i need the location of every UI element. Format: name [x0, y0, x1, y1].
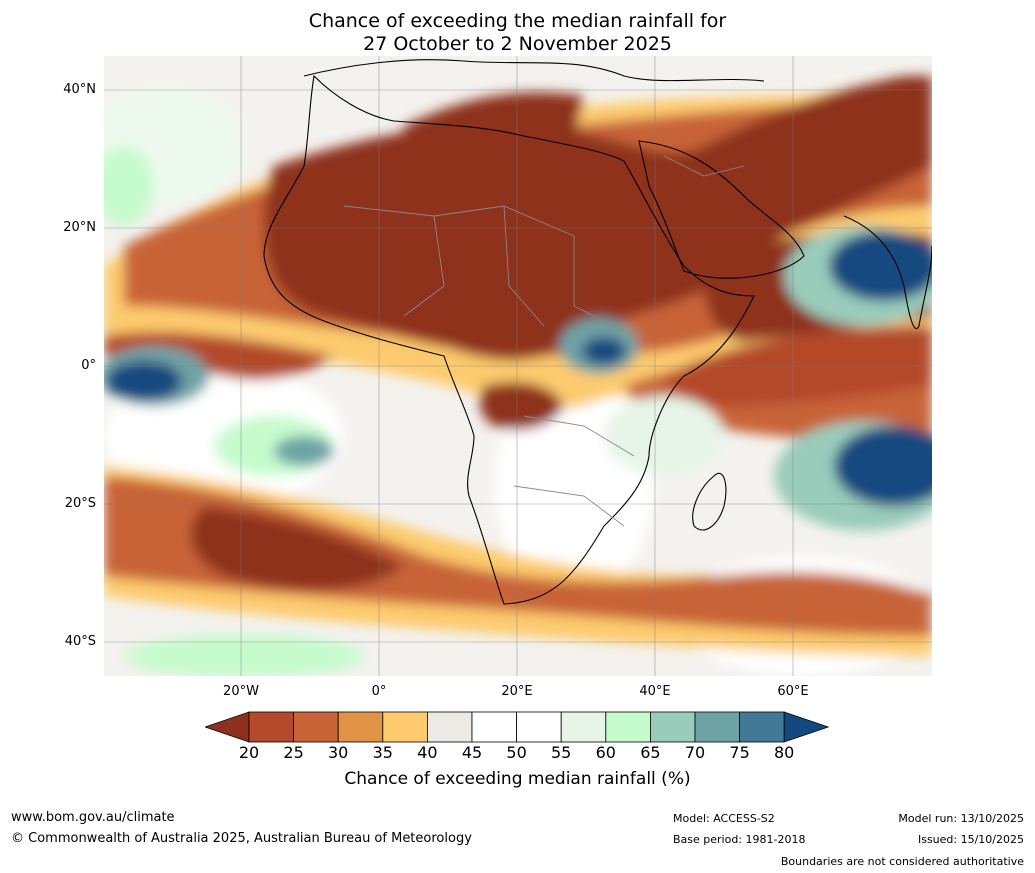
map-title: Chance of exceeding the median rainfall … — [0, 10, 1035, 56]
colorbar-tick-label: 60 — [595, 743, 616, 762]
colorbar-cell — [605, 711, 651, 743]
colorbar-tick-label: 55 — [551, 743, 572, 762]
lat-label-40s: 40°S — [64, 634, 96, 649]
europe-coastline — [303, 59, 765, 82]
colorbar — [205, 711, 830, 743]
colorbar-label: Chance of exceeding median rainfall (%) — [344, 769, 691, 789]
title-line-1: Chance of exceeding the median rainfall … — [308, 10, 727, 32]
colorbar-cell — [739, 711, 785, 743]
model-run-date: Model run: 13/10/2025 — [898, 812, 1024, 825]
graticule — [104, 56, 932, 676]
model-name: Model: ACCESS-S2 — [673, 812, 775, 825]
lat-label-20s: 20°S — [64, 496, 96, 511]
colorbar-cell — [426, 711, 473, 743]
map-canvas — [104, 56, 932, 676]
colorbar-cell — [337, 711, 384, 743]
madagascar-coastline — [692, 473, 727, 531]
country-boundaries — [343, 155, 745, 527]
lon-label-40e: 40°E — [639, 684, 671, 699]
lon-label-60e: 60°E — [777, 684, 809, 699]
lon-label-20e: 20°E — [501, 684, 533, 699]
africa-coastline — [263, 74, 755, 605]
colorbar-tick-label: 80 — [774, 743, 795, 762]
colorbar-cell — [471, 711, 517, 743]
rainfall-probability-map — [104, 56, 932, 676]
issued-date: Issued: 15/10/2025 — [917, 833, 1024, 846]
colorbar-tick-label: 50 — [506, 743, 527, 762]
colorbar-tick-label: 20 — [238, 743, 260, 762]
colorbar-tick-label: 75 — [729, 743, 750, 762]
colorbar-cell — [382, 711, 428, 743]
colorbar-cells — [205, 711, 830, 743]
base-period: Base period: 1981-2018 — [673, 833, 806, 846]
title-line-2: 27 October to 2 November 2025 — [363, 33, 672, 55]
colorbar-tick-label: 65 — [640, 743, 661, 762]
rainfall-probability-field — [104, 76, 932, 676]
colorbar-cell — [649, 711, 696, 743]
lat-label-0: 0° — [81, 358, 96, 373]
colorbar-tick-label: 25 — [283, 743, 304, 762]
india-coastline — [843, 215, 932, 329]
website-link[interactable]: www.bom.gov.au/climate — [11, 810, 175, 825]
coastlines — [263, 59, 932, 605]
colorbar-tick-label: 35 — [372, 743, 393, 762]
colorbar-cell — [694, 711, 740, 743]
lat-label-40n: 40°N — [63, 82, 96, 97]
copyright-notice: © Commonwealth of Australia 2025, Austra… — [11, 831, 472, 846]
lon-label-20w: 20°W — [223, 684, 259, 699]
colorbar-cell — [516, 711, 562, 743]
lon-label-0: 0° — [371, 684, 387, 699]
colorbar-tick-label: 40 — [417, 743, 438, 762]
colorbar-tick-label: 30 — [328, 743, 349, 762]
colorbar-over-triangle — [783, 711, 830, 743]
colorbar-cell — [560, 711, 607, 743]
colorbar-cell — [248, 711, 294, 743]
colorbar-cell — [293, 711, 339, 743]
lat-label-20n: 20°N — [63, 220, 96, 235]
boundaries-disclaimer: Boundaries are not considered authoritat… — [780, 855, 1024, 868]
arabia-coastline — [638, 140, 805, 279]
colorbar-tick-label: 45 — [461, 743, 483, 762]
colorbar-tick-label: 70 — [684, 743, 706, 762]
colorbar-under-triangle — [205, 711, 250, 743]
